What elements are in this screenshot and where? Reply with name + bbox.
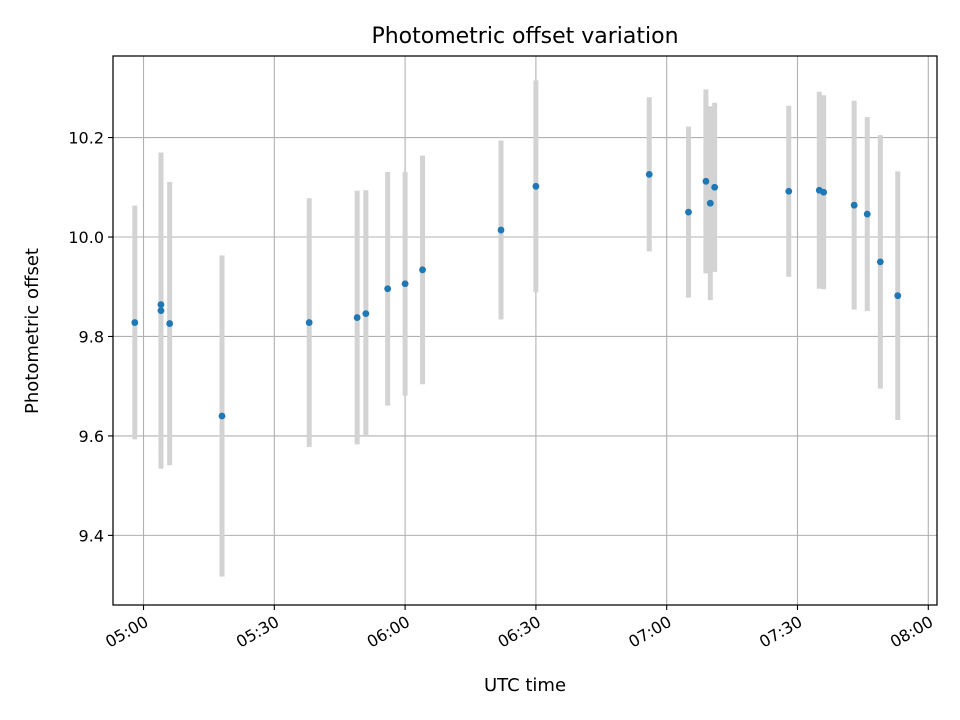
- data-point: [711, 183, 719, 191]
- data-point: [353, 314, 361, 321]
- data-point: [863, 210, 871, 218]
- chart-title: Photometric offset variation: [371, 24, 678, 49]
- y-tick-label: 9.8: [79, 327, 104, 346]
- data-point: [894, 292, 902, 300]
- data-point: [401, 280, 409, 288]
- data-point: [497, 226, 505, 234]
- data-point: [166, 320, 174, 327]
- data-point: [362, 310, 370, 317]
- y-tick-label: 9.6: [79, 427, 104, 446]
- y-axis-title: Photometric offset: [22, 248, 43, 414]
- plot-area-frame: [112, 55, 938, 606]
- data-point: [157, 301, 165, 309]
- data-point: [218, 412, 226, 420]
- data-point: [876, 258, 884, 266]
- x-axis-title: UTC time: [484, 675, 566, 696]
- y-tick-label: 10.0: [68, 228, 104, 247]
- data-points: [131, 170, 902, 420]
- data-point: [305, 319, 313, 326]
- data-point: [384, 285, 392, 293]
- data-point: [419, 266, 426, 274]
- data-point: [645, 170, 653, 178]
- data-point: [532, 182, 540, 190]
- data-point: [706, 199, 714, 207]
- y-tick-label: 10.2: [68, 129, 104, 148]
- data-point: [702, 177, 710, 185]
- data-point: [785, 187, 793, 195]
- data-point: [131, 319, 139, 326]
- y-tick-label: 9.4: [79, 526, 104, 545]
- data-point: [850, 201, 858, 209]
- data-point: [820, 188, 828, 196]
- data-point: [157, 307, 165, 315]
- data-point: [685, 208, 692, 216]
